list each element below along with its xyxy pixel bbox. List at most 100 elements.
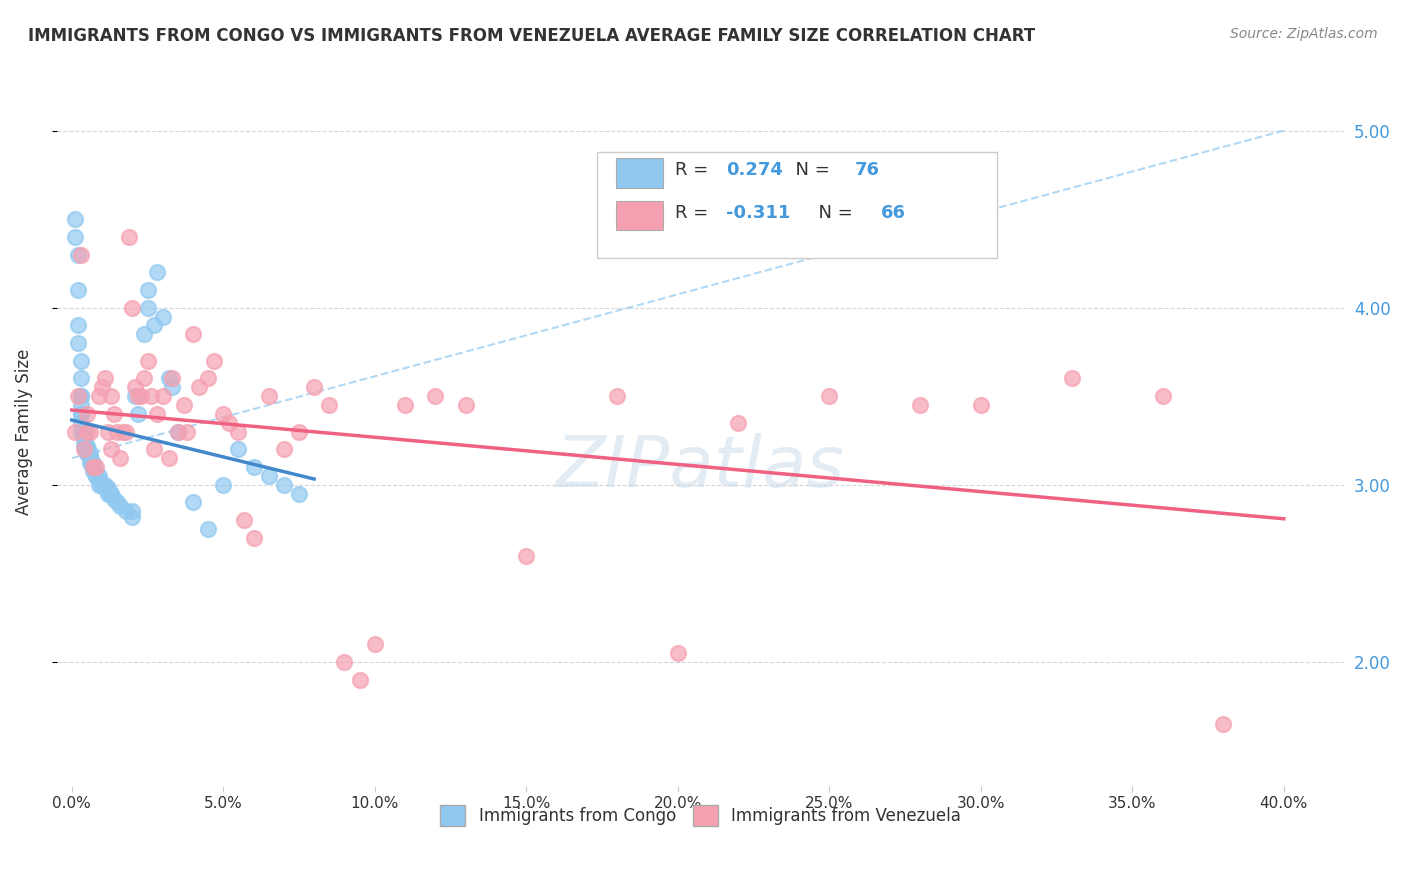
Point: [139, 389, 162, 403]
Point: [76, 442, 98, 457]
Point: [515, 549, 537, 563]
Point: [218, 416, 240, 430]
Point: [70, 425, 93, 439]
Point: [63, 425, 86, 439]
Point: [76, 442, 98, 457]
Text: N =: N =: [807, 204, 859, 222]
Point: [70, 247, 93, 261]
Text: R =: R =: [675, 161, 714, 178]
Point: [197, 371, 219, 385]
Point: [105, 495, 128, 509]
Point: [142, 442, 165, 457]
Point: [257, 389, 280, 403]
Point: [76, 442, 98, 457]
Point: [212, 407, 235, 421]
Point: [76, 407, 98, 421]
Point: [127, 389, 149, 403]
Point: [818, 389, 841, 403]
Point: [76, 425, 98, 439]
Point: [173, 398, 195, 412]
Point: [91, 477, 114, 491]
Point: [73, 425, 96, 439]
Point: [79, 451, 101, 466]
Point: [1212, 716, 1234, 731]
Point: [84, 469, 107, 483]
Point: [82, 460, 104, 475]
Point: [136, 283, 159, 297]
Point: [66, 283, 89, 297]
Point: [288, 425, 311, 439]
Point: [82, 460, 104, 475]
Point: [76, 446, 98, 460]
Point: [105, 425, 128, 439]
Point: [152, 310, 174, 324]
Point: [188, 380, 211, 394]
Point: [112, 425, 135, 439]
Point: [228, 442, 250, 457]
Point: [364, 637, 387, 651]
Point: [181, 327, 204, 342]
Point: [91, 477, 114, 491]
Point: [115, 504, 138, 518]
Text: 0.274: 0.274: [727, 161, 783, 178]
Point: [100, 486, 122, 500]
FancyBboxPatch shape: [598, 152, 997, 258]
Point: [212, 477, 235, 491]
Point: [103, 407, 125, 421]
Point: [145, 407, 167, 421]
Point: [666, 646, 689, 660]
Point: [118, 229, 141, 244]
Point: [66, 336, 89, 351]
Point: [79, 451, 101, 466]
Point: [73, 434, 96, 448]
Point: [94, 371, 117, 385]
Point: [87, 389, 110, 403]
Point: [176, 425, 198, 439]
Point: [79, 451, 101, 466]
Point: [152, 389, 174, 403]
Point: [242, 531, 264, 545]
Point: [70, 398, 93, 412]
Point: [79, 425, 101, 439]
Point: [970, 398, 993, 412]
Point: [288, 486, 311, 500]
Point: [318, 398, 340, 412]
Point: [166, 425, 188, 439]
Text: 76: 76: [855, 161, 880, 178]
Text: Source: ZipAtlas.com: Source: ZipAtlas.com: [1230, 27, 1378, 41]
Y-axis label: Average Family Size: Average Family Size: [15, 349, 32, 515]
Text: -0.311: -0.311: [727, 204, 790, 222]
FancyBboxPatch shape: [616, 158, 664, 188]
Point: [727, 416, 749, 430]
Point: [1060, 371, 1083, 385]
Point: [136, 301, 159, 315]
Point: [79, 446, 101, 460]
Point: [157, 451, 180, 466]
Point: [97, 486, 120, 500]
Point: [202, 353, 225, 368]
Text: ZIPatlas: ZIPatlas: [555, 433, 845, 501]
Point: [157, 371, 180, 385]
Point: [66, 318, 89, 333]
Text: N =: N =: [785, 161, 835, 178]
Point: [197, 522, 219, 536]
Point: [134, 371, 156, 385]
Point: [94, 481, 117, 495]
Point: [181, 495, 204, 509]
Point: [87, 469, 110, 483]
Point: [70, 389, 93, 403]
Text: R =: R =: [675, 204, 714, 222]
Point: [82, 464, 104, 478]
Point: [242, 460, 264, 475]
Legend: Immigrants from Congo, Immigrants from Venezuela: Immigrants from Congo, Immigrants from V…: [432, 797, 969, 834]
Point: [87, 472, 110, 486]
Point: [908, 398, 931, 412]
Point: [121, 504, 143, 518]
Point: [1152, 389, 1174, 403]
Point: [134, 327, 156, 342]
Point: [73, 425, 96, 439]
Point: [228, 425, 250, 439]
Point: [257, 469, 280, 483]
Point: [82, 457, 104, 471]
Point: [66, 247, 89, 261]
